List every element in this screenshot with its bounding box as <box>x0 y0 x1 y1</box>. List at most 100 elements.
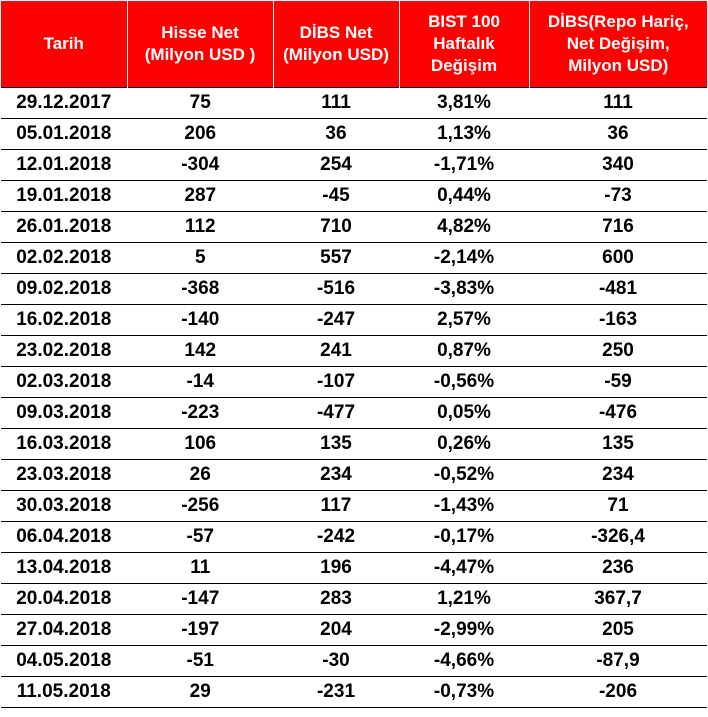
table-row: 02.03.2018 -14 -107 -0,56% -59 <box>1 366 707 398</box>
dibs-net-change-cell: 340 <box>529 149 707 181</box>
dibs-net-change-cell: 600 <box>529 242 707 274</box>
header-bist100-degisim: BIST 100 Haftalık Değişim <box>398 1 530 88</box>
date-cell: 23.03.2018 <box>1 459 128 491</box>
dibs-net-change-cell: -87,9 <box>529 645 707 677</box>
column-header-line: Değişim <box>430 56 498 75</box>
column-header-line: Net Değişim, <box>566 34 670 53</box>
bist100-change-cell: -3,83% <box>399 273 529 305</box>
table-header: Tarih Hisse Net (Milyon USD ) DİBS Net (Mily… <box>1 1 707 88</box>
hisse-net-cell: -368 <box>127 273 273 305</box>
table-row: 23.03.2018 26 234 -0,52% 234 <box>1 459 707 491</box>
dibs-net-cell: 254 <box>273 149 399 181</box>
hisse-net-cell: -256 <box>127 490 273 522</box>
date-cell: 04.05.2018 <box>1 645 128 677</box>
table-row: 19.01.2018 287 -45 0,44% -73 <box>1 180 707 212</box>
dibs-net-cell: -516 <box>273 273 399 305</box>
table-row: 16.02.2018 -140 -247 2,57% -163 <box>1 304 707 336</box>
date-cell: 02.03.2018 <box>1 366 128 398</box>
hisse-net-cell: 287 <box>127 180 273 212</box>
dibs-net-cell: -242 <box>273 521 399 553</box>
date-cell: 06.04.2018 <box>1 521 128 553</box>
date-cell: 20.04.2018 <box>1 583 128 615</box>
dibs-net-cell: -107 <box>273 366 399 398</box>
bist100-change-cell: 4,82% <box>399 211 529 243</box>
hisse-net-cell: -304 <box>127 149 273 181</box>
bist100-change-cell: 0,05% <box>399 397 529 429</box>
dibs-net-change-cell: -163 <box>529 304 707 336</box>
bist100-change-cell: -2,99% <box>399 614 529 646</box>
table-row: 06.04.2018 -57 -242 -0,17% -326,4 <box>1 521 707 553</box>
dibs-net-change-cell: -326,4 <box>529 521 707 553</box>
dibs-net-cell: -231 <box>273 676 399 708</box>
column-header-line: Tarih <box>43 34 84 53</box>
dibs-net-cell: 557 <box>273 242 399 274</box>
dibs-net-change-cell: 367,7 <box>529 583 707 615</box>
date-cell: 09.03.2018 <box>1 397 128 429</box>
hisse-net-cell: 206 <box>127 118 273 150</box>
dibs-net-cell: 283 <box>273 583 399 615</box>
header-dibs-net: DİBS Net (Milyon USD) <box>272 1 400 88</box>
date-cell: 19.01.2018 <box>1 180 128 212</box>
date-cell: 12.01.2018 <box>1 149 128 181</box>
hisse-net-cell: -57 <box>127 521 273 553</box>
hisse-net-cell: -51 <box>127 645 273 677</box>
table-row: 27.04.2018 -197 204 -2,99% 205 <box>1 614 707 646</box>
date-cell: 16.02.2018 <box>1 304 128 336</box>
dibs-net-cell: 710 <box>273 211 399 243</box>
bist100-change-cell: -0,17% <box>399 521 529 553</box>
table-row: 20.04.2018 -147 283 1,21% 367,7 <box>1 583 707 615</box>
dibs-net-change-cell: 111 <box>529 87 707 119</box>
table-row: 29.12.2017 75 111 3,81% 111 <box>1 87 707 119</box>
table-row: 05.01.2018 206 36 1,13% 36 <box>1 118 707 150</box>
table-row: 13.04.2018 11 196 -4,47% 236 <box>1 552 707 584</box>
table-row: 04.05.2018 -51 -30 -4,66% -87,9 <box>1 645 707 677</box>
header-dibs-repo-haric: DİBS(Repo Hariç, Net Değişim, Milyon USD) <box>528 1 707 88</box>
table-row: 26.01.2018 112 710 4,82% 716 <box>1 211 707 243</box>
table-row: 11.05.2018 29 -231 -0,73% -206 <box>1 676 707 708</box>
table-row: 09.03.2018 -223 -477 0,05% -476 <box>1 397 707 429</box>
dibs-net-change-cell: 71 <box>529 490 707 522</box>
dibs-net-change-cell: 135 <box>529 428 707 460</box>
header-tarih: Tarih <box>1 1 128 88</box>
hisse-net-cell: -140 <box>127 304 273 336</box>
date-cell: 13.04.2018 <box>1 552 128 584</box>
bist100-change-cell: -0,52% <box>399 459 529 491</box>
header-row: Tarih Hisse Net (Milyon USD ) DİBS Net (Mily… <box>1 1 707 88</box>
hisse-net-cell: -147 <box>127 583 273 615</box>
dibs-net-cell: 36 <box>273 118 399 150</box>
bist100-change-cell: 2,57% <box>399 304 529 336</box>
dibs-net-change-cell: 236 <box>529 552 707 584</box>
bist100-change-cell: -1,71% <box>399 149 529 181</box>
bist100-change-cell: -0,73% <box>399 676 529 708</box>
date-cell: 27.04.2018 <box>1 614 128 646</box>
dibs-net-cell: 204 <box>273 614 399 646</box>
date-cell: 11.05.2018 <box>1 676 128 708</box>
table-row: 12.01.2018 -304 254 -1,71% 340 <box>1 149 707 181</box>
hisse-net-cell: -223 <box>127 397 273 429</box>
date-cell: 23.02.2018 <box>1 335 128 367</box>
date-cell: 26.01.2018 <box>1 211 128 243</box>
dibs-net-cell: 234 <box>273 459 399 491</box>
date-cell: 05.01.2018 <box>1 118 128 150</box>
column-header-line: Hisse Net <box>161 23 239 42</box>
bist100-change-cell: 0,44% <box>399 180 529 212</box>
dibs-net-cell: -30 <box>273 645 399 677</box>
column-header-line: BIST 100 <box>428 12 500 31</box>
hisse-net-cell: -197 <box>127 614 273 646</box>
bist100-change-cell: -4,66% <box>399 645 529 677</box>
column-header-line: DİBS Net <box>299 23 373 42</box>
hisse-net-cell: 106 <box>127 428 273 460</box>
date-cell: 16.03.2018 <box>1 428 128 460</box>
hisse-net-cell: 75 <box>127 87 273 119</box>
date-cell: 29.12.2017 <box>1 87 128 119</box>
table-row: 23.02.2018 142 241 0,87% 250 <box>1 335 707 367</box>
table-row: 09.02.2018 -368 -516 -3,83% -481 <box>1 273 707 305</box>
dibs-net-change-cell: -481 <box>529 273 707 305</box>
dibs-net-change-cell: -73 <box>529 180 707 212</box>
dibs-net-cell: 111 <box>273 87 399 119</box>
hisse-net-cell: 26 <box>127 459 273 491</box>
bist100-change-cell: 0,26% <box>399 428 529 460</box>
hisse-net-cell: 11 <box>127 552 273 584</box>
